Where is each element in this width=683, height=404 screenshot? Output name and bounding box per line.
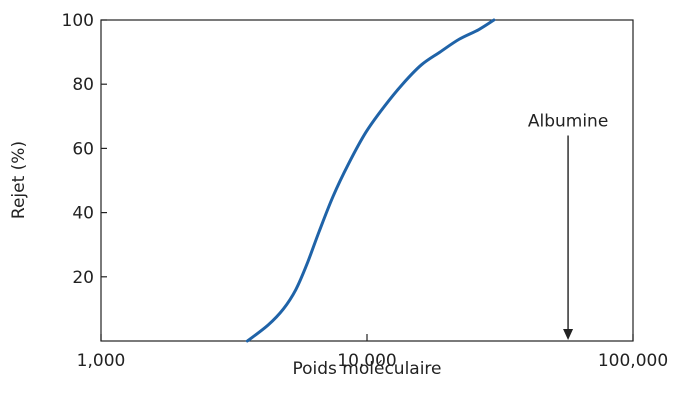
plot-frame <box>100 19 634 342</box>
y-tick-label: 60 <box>72 139 94 159</box>
x-axis-label: Poids moléculaire <box>292 359 441 379</box>
x-axis-ticks: 1,000 10,000 100,000 <box>77 334 668 371</box>
y-axis-label: Rejet (%) <box>9 141 29 219</box>
x-tick-label: 10,000 <box>337 351 396 371</box>
x-tick-label: 100,000 <box>598 351 668 371</box>
rejection-curve <box>245 18 496 343</box>
y-axis-ticks: 20 40 60 80 100 <box>62 11 107 288</box>
y-tick-label: 100 <box>62 11 94 31</box>
albumine-label: Albumine <box>528 112 608 132</box>
y-tick-label: 40 <box>72 204 94 224</box>
y-tick-label: 80 <box>72 75 94 95</box>
albumine-annotation: Albumine <box>528 112 608 340</box>
albumine-arrow-head <box>563 329 574 340</box>
x-tick-label: 1,000 <box>77 351 126 371</box>
y-tick-label: 20 <box>72 268 94 288</box>
